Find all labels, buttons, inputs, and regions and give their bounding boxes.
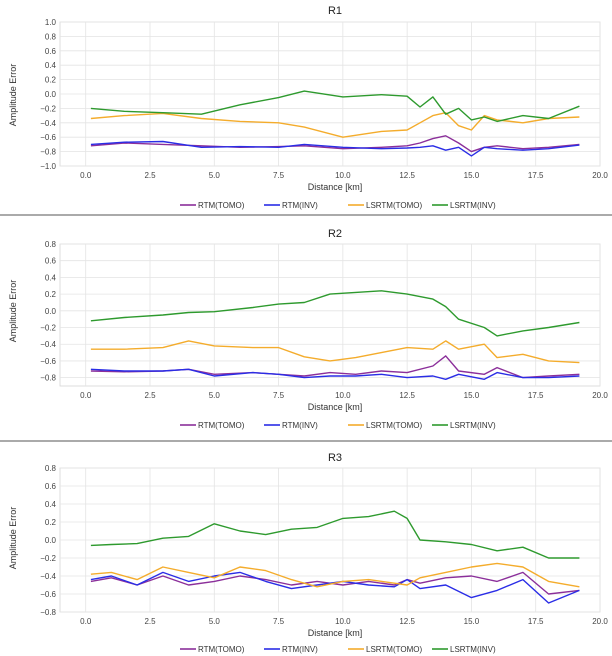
plot-3: 0.8 0.6 0.4 0.2 0.0 −0.2 −0.4 −0.6 −0.8 0.0 2.5 5.0… <box>40 464 608 654</box>
x-tick-label: 17.5 <box>528 391 544 400</box>
legend-entry: LSRTM(TOMO) <box>366 421 422 430</box>
chart-title: R2 <box>328 228 342 240</box>
y-tick-label: 1.0 <box>45 18 57 27</box>
x-tick-label: 7.5 <box>273 617 285 626</box>
y-tick-label: 0.8 <box>45 464 57 473</box>
x-tick-label: 15.0 <box>464 391 480 400</box>
y-axis-label: Amplitude Error <box>8 280 18 343</box>
y-tick-label: −0.8 <box>40 608 56 617</box>
legend-entry: LSRTM(INV) <box>450 201 496 210</box>
legend: RTM(TOMO) RTM(INV) LSRTM(TOMO) LSRTM(INV) <box>180 421 496 430</box>
series-line-rtm-tomo <box>90 135 580 153</box>
y-tick-label: −0.2 <box>40 324 56 333</box>
x-tick-label: 5.0 <box>209 391 221 400</box>
legend-entry: RTM(INV) <box>282 645 318 654</box>
y-tick-label: 0.8 <box>45 32 57 41</box>
y-tick-label: −0.6 <box>40 357 56 366</box>
y-tick-label: 0.2 <box>45 290 57 299</box>
y-tick-label: 0.0 <box>45 90 57 99</box>
x-tick-label: 17.5 <box>528 171 544 180</box>
x-tick-label: 0.0 <box>80 171 92 180</box>
x-tick-label: 7.5 <box>273 171 285 180</box>
x-axis-label: Distance [km] <box>308 182 363 192</box>
x-tick-label: 20.0 <box>592 391 608 400</box>
y-tick-label: −1.0 <box>40 162 56 171</box>
y-tick-label: 0.0 <box>45 536 57 545</box>
y-tick-label: −0.4 <box>40 572 56 581</box>
legend: RTM(TOMO) RTM(INV) LSRTM(TOMO) LSRTM(INV) <box>180 645 496 654</box>
series-line-lsrtm-inv <box>90 290 580 337</box>
y-tick-label: −0.8 <box>40 148 56 157</box>
y-tick-label: 0.6 <box>45 482 57 491</box>
x-tick-label: 2.5 <box>144 391 156 400</box>
x-tick-label: 12.5 <box>399 617 415 626</box>
y-axis-label: Amplitude Error <box>8 507 18 570</box>
y-tick-label: −0.6 <box>40 590 56 599</box>
series-line-lsrtm-tomo <box>90 340 580 364</box>
x-axis-label: Distance [km] <box>308 628 363 638</box>
y-tick-label: 0.6 <box>45 257 57 266</box>
x-tick-label: 5.0 <box>209 617 221 626</box>
y-tick-label: 0.4 <box>45 61 57 70</box>
legend-entry: LSRTM(INV) <box>450 645 496 654</box>
y-tick-label: 0.0 <box>45 307 57 316</box>
y-tick-label: 0.4 <box>45 500 57 509</box>
legend-entry: RTM(TOMO) <box>198 645 245 654</box>
legend-entry: RTM(INV) <box>282 421 318 430</box>
y-tick-label: 0.2 <box>45 518 57 527</box>
x-tick-label: 0.0 <box>80 391 92 400</box>
legend-entry: RTM(TOMO) <box>198 421 245 430</box>
x-tick-label: 5.0 <box>209 171 221 180</box>
y-tick-label: −0.2 <box>40 104 56 113</box>
x-tick-label: 7.5 <box>273 391 285 400</box>
plot-1: 1.0 0.8 0.6 0.4 0.2 0.0 −0.2 −0.4 −0.6 −0.8 −1.0 0.… <box>40 18 608 210</box>
legend: RTM(TOMO) RTM(INV) LSRTM(TOMO) LSRTM(INV) <box>180 201 496 210</box>
x-tick-label: 17.5 <box>528 617 544 626</box>
legend-entry: LSRTM(INV) <box>450 421 496 430</box>
series-line-rtm-inv <box>90 140 580 157</box>
x-tick-label: 20.0 <box>592 617 608 626</box>
x-tick-label: 10.0 <box>335 391 351 400</box>
series-line-lsrtm-tomo <box>90 562 580 588</box>
y-axis-label: Amplitude Error <box>8 64 18 127</box>
y-tick-label: −0.4 <box>40 340 56 349</box>
x-tick-label: 15.0 <box>464 171 480 180</box>
x-tick-label: 12.5 <box>399 391 415 400</box>
y-tick-label: 0.6 <box>45 47 57 56</box>
x-tick-label: 12.5 <box>399 171 415 180</box>
x-tick-label: 0.0 <box>80 617 92 626</box>
legend-entry: RTM(INV) <box>282 201 318 210</box>
x-tick-label: 10.0 <box>335 171 351 180</box>
series-line-rtm-inv <box>90 368 580 380</box>
y-tick-label: −0.6 <box>40 133 56 142</box>
plot-2: 0.8 0.6 0.4 0.2 0.0 −0.2 −0.4 −0.6 −0.8 0.0 2.5 5.0… <box>40 240 608 430</box>
legend-entry: LSRTM(TOMO) <box>366 645 422 654</box>
x-tick-label: 2.5 <box>144 617 156 626</box>
x-tick-label: 15.0 <box>464 617 480 626</box>
x-tick-label: 10.0 <box>335 617 351 626</box>
series-line-lsrtm-inv <box>90 90 580 123</box>
y-tick-label: 0.4 <box>45 273 57 282</box>
x-axis-label: Distance [km] <box>308 402 363 412</box>
chart-title: R3 <box>328 452 342 464</box>
legend-entry: LSRTM(TOMO) <box>366 201 422 210</box>
plot-area <box>59 243 601 387</box>
series-line-rtm-tomo <box>90 571 580 595</box>
series-line-lsrtm-inv <box>90 510 580 559</box>
y-tick-label: 0.2 <box>45 76 57 85</box>
series-line-lsrtm-tomo <box>90 111 580 138</box>
x-tick-label: 20.0 <box>592 171 608 180</box>
x-tick-label: 2.5 <box>144 171 156 180</box>
legend-entry: RTM(TOMO) <box>198 201 245 210</box>
y-tick-label: −0.2 <box>40 554 56 563</box>
chart-title: R1 <box>328 5 342 17</box>
y-tick-label: 0.8 <box>45 240 57 249</box>
y-tick-label: −0.8 <box>40 374 56 383</box>
y-tick-label: −0.4 <box>40 119 56 128</box>
